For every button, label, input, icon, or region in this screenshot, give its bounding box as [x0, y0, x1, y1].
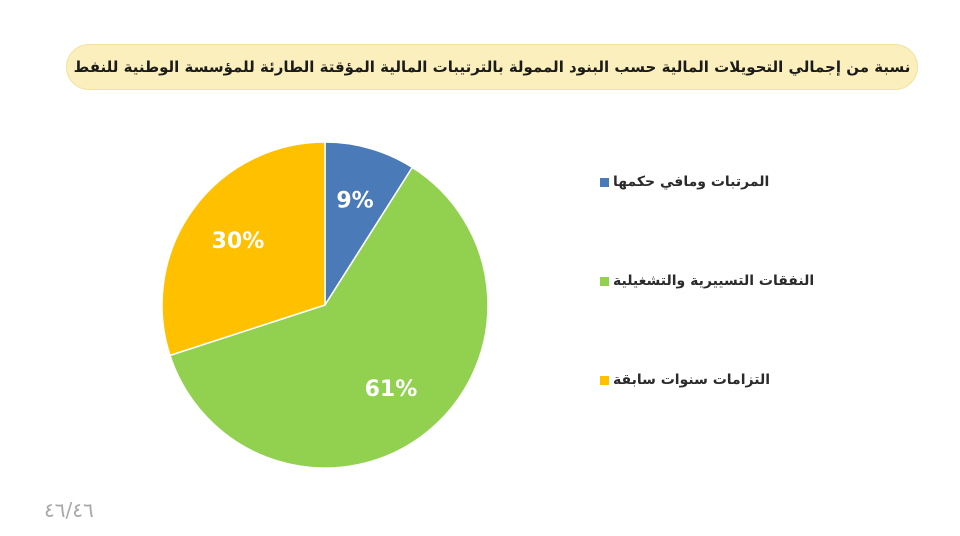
pie-chart: 9% 61% 30% — [161, 141, 489, 469]
pie-label-previous-years: 30% — [212, 229, 265, 254]
pie-slices — [161, 141, 489, 469]
pie-slice-operating — [169, 166, 489, 469]
legend-label: المرتبات ومافي حكمها — [613, 174, 770, 190]
legend-label: التزامات سنوات سابقة — [613, 372, 770, 388]
legend-item-salaries: المرتبات ومافي حكمها — [600, 170, 860, 194]
legend-swatch — [600, 375, 609, 385]
chart-title-banner: نسبة من إجمالي التحويلات المالية حسب الب… — [66, 44, 918, 90]
pie-slice-salaries — [324, 141, 414, 308]
legend-item-previous-years: التزامات سنوات سابقة — [600, 368, 860, 392]
chart-title: نسبة من إجمالي التحويلات المالية حسب الب… — [73, 58, 911, 76]
legend-swatch — [600, 177, 609, 187]
pie-slice-previous-years — [161, 141, 326, 357]
page-number: ٤٦/٤٦ — [44, 498, 94, 522]
pie-labels: 9% 61% 30% — [212, 189, 418, 402]
pie-label-operating: 61% — [365, 377, 418, 402]
legend-item-operating: النفقات التسييرية والتشغيلية — [600, 269, 860, 293]
legend-swatch — [600, 276, 609, 286]
pie-label-salaries: 9% — [336, 189, 373, 214]
legend-label: النفقات التسييرية والتشغيلية — [613, 273, 815, 289]
